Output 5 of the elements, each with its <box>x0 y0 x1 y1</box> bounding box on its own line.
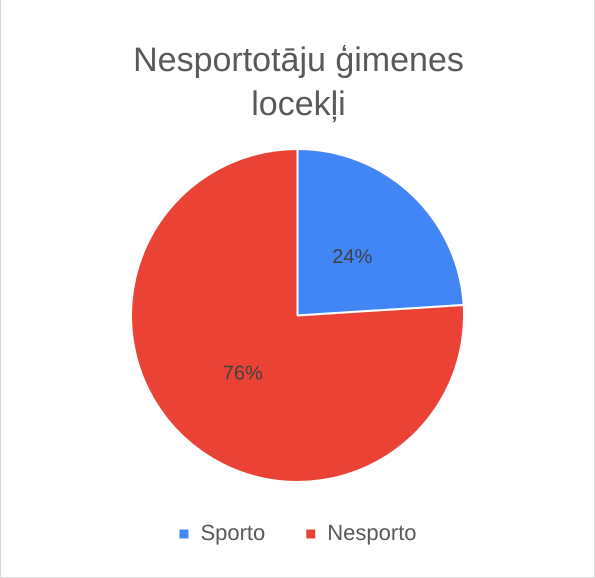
data-label: 76% <box>222 362 264 384</box>
legend-label: Sporto <box>200 520 266 546</box>
data-label: 24% <box>332 246 372 268</box>
legend-label: Nesporto <box>327 520 417 546</box>
chart-title: Nesportotāju ģimenes locekļi <box>132 40 465 125</box>
